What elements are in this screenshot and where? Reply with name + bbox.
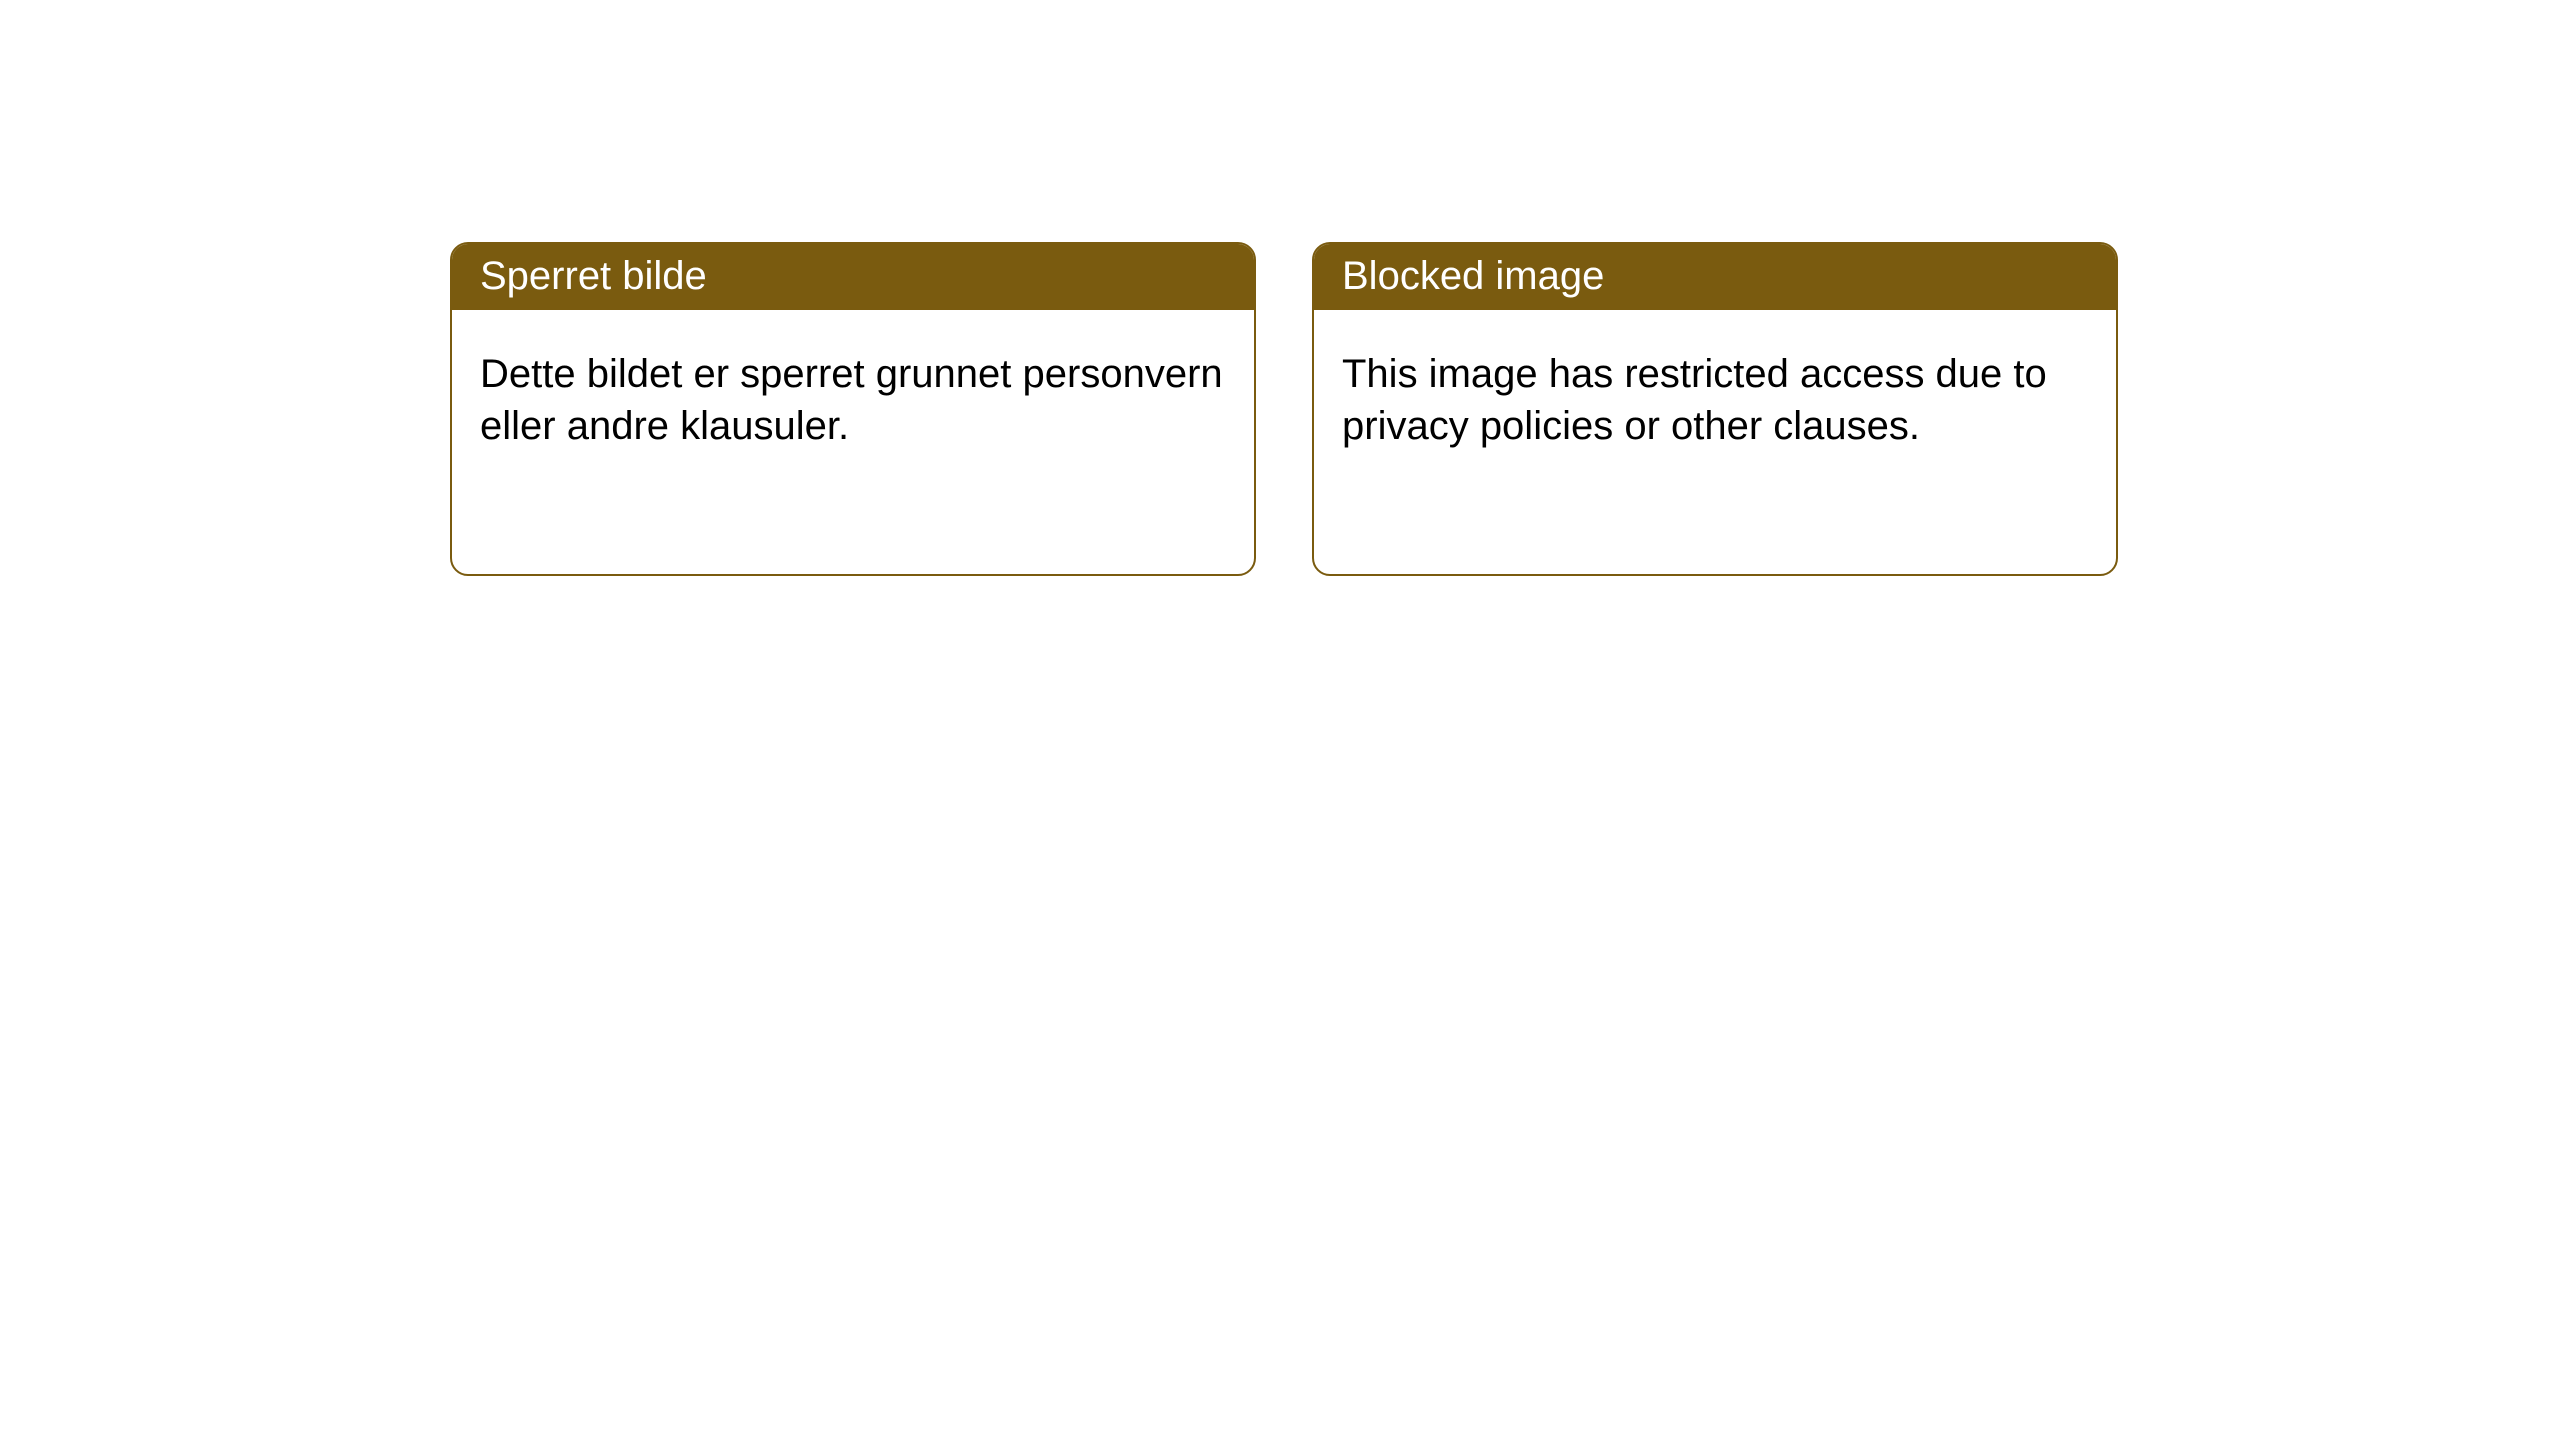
notice-header-english: Blocked image [1314, 244, 2116, 310]
notice-container: Sperret bilde Dette bildet er sperret gr… [0, 0, 2560, 576]
notice-card-english: Blocked image This image has restricted … [1312, 242, 2118, 576]
notice-card-norwegian: Sperret bilde Dette bildet er sperret gr… [450, 242, 1256, 576]
notice-body-english: This image has restricted access due to … [1314, 310, 2116, 480]
notice-header-norwegian: Sperret bilde [452, 244, 1254, 310]
notice-body-norwegian: Dette bildet er sperret grunnet personve… [452, 310, 1254, 480]
